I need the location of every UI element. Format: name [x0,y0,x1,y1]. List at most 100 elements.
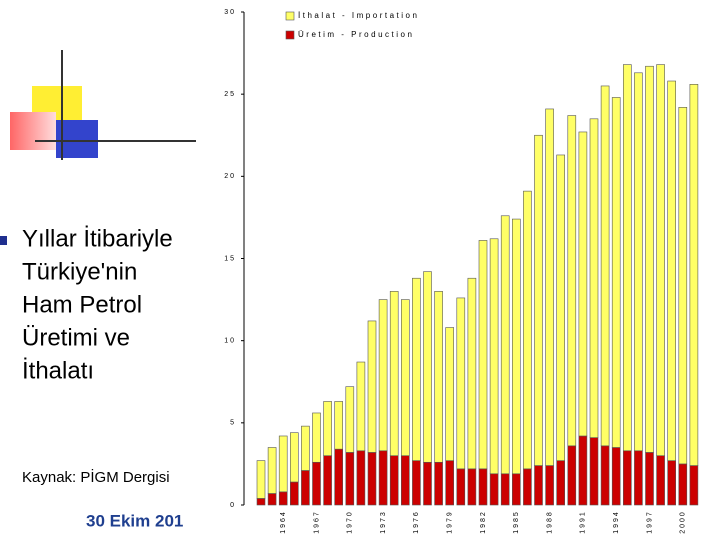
bar-segment [389,455,399,506]
bar-segment [312,412,321,463]
bar-segment [511,473,521,506]
bar-segment [323,401,332,457]
y-tick-label: 15 [224,255,236,262]
bar-segment [312,461,321,506]
bullet [0,236,7,245]
bar-segment [289,481,299,506]
bar-segment [356,450,366,506]
bar-segment [600,445,610,506]
source: Kaynak: PİGM Dergisi [22,468,170,486]
bar-segment [578,131,588,437]
x-tick-label: 1973 [380,510,387,534]
bar-segment [645,65,654,453]
bar-segment [267,447,277,494]
x-tick-label: 1979 [447,510,454,534]
bar-segment [301,425,310,471]
bar-segment [523,468,532,506]
x-tick-label: 1997 [646,510,653,534]
bar-segment [678,107,688,465]
bar-segment [267,493,277,506]
bar-segment [478,240,488,470]
y-tick-label: 30 [224,9,236,16]
bar-segment [367,320,377,453]
bar-segment [345,386,355,453]
bar-segment [301,470,310,506]
y-tick-label: 20 [224,173,236,180]
bar-segment [678,463,688,506]
bar-segment [656,64,665,457]
bar-segment [423,271,432,463]
bar-segment [634,72,643,452]
bar-segment [278,491,288,506]
heading: Ham Petrol [22,291,142,318]
bar-segment [500,473,510,506]
bar-segment [412,277,421,461]
bar-segment [689,465,699,506]
heading: İthalatı [22,357,94,384]
bar-segment [622,450,632,506]
x-tick-label: 1994 [613,510,620,534]
legend-label: İthalat - Importation [298,11,419,20]
bar-segment [500,215,510,475]
bar-segment [567,115,577,447]
x-tick-label: 2000 [680,510,687,534]
bar-segment [622,64,632,452]
bar-segment [667,460,677,506]
x-tick-label: 1967 [313,510,320,534]
bar-segment [611,97,621,448]
bar-segment [589,437,599,506]
x-tick-label: 1985 [513,510,520,534]
date: 30 Ekim 201 [86,511,183,530]
bar-segment [667,80,677,461]
bar-segment [423,461,432,506]
bar-segment [400,455,410,506]
bar-segment [345,452,355,506]
bar-segment [634,450,643,506]
heading: Yıllar İtibariyle [22,225,173,252]
bar-segment [323,455,332,506]
bar-segment [545,465,554,506]
bar-segment [356,361,366,452]
y-tick-label: 25 [224,91,236,98]
bar-segment [656,455,665,506]
bar-segment [378,450,388,506]
bar-segment [367,452,377,506]
bar-segment [467,277,477,470]
bar-segment [445,460,455,506]
bar-segment [456,297,466,470]
x-tick-label: 1970 [347,510,354,534]
bar-segment [645,452,654,506]
bar-segment [456,468,466,506]
heading: Türkiye'nin [22,258,137,285]
bar-segment [334,401,344,450]
x-tick-label: 1982 [480,510,487,534]
x-tick-label: 1988 [546,510,553,534]
bar-segment [534,134,543,466]
bar-segment [478,468,488,506]
legend-label: Üretim - Production [298,30,414,39]
bar-segment [578,435,588,506]
bar-segment [545,108,554,466]
bar-segment [400,299,410,457]
bar-segment [467,468,477,506]
bar-segment [600,85,610,447]
bar-segment [567,445,577,506]
bar-segment [256,460,266,499]
bar-segment [534,465,543,506]
y-tick-label: 5 [230,420,236,427]
x-tick-label: 1964 [280,510,287,534]
bar-segment [689,84,699,466]
heading: Üretimi ve [22,324,130,351]
bar-segment [523,190,532,470]
bar-segment [389,291,399,456]
bar-segment [378,299,388,452]
bar-segment [489,473,499,506]
bar-segment [589,118,599,438]
bar-segment [278,435,288,493]
y-tick-label: 10 [224,338,236,345]
bar-segment [412,460,421,506]
bar-segment [489,238,499,475]
bar-segment [434,291,443,463]
bar-segment [256,498,266,506]
